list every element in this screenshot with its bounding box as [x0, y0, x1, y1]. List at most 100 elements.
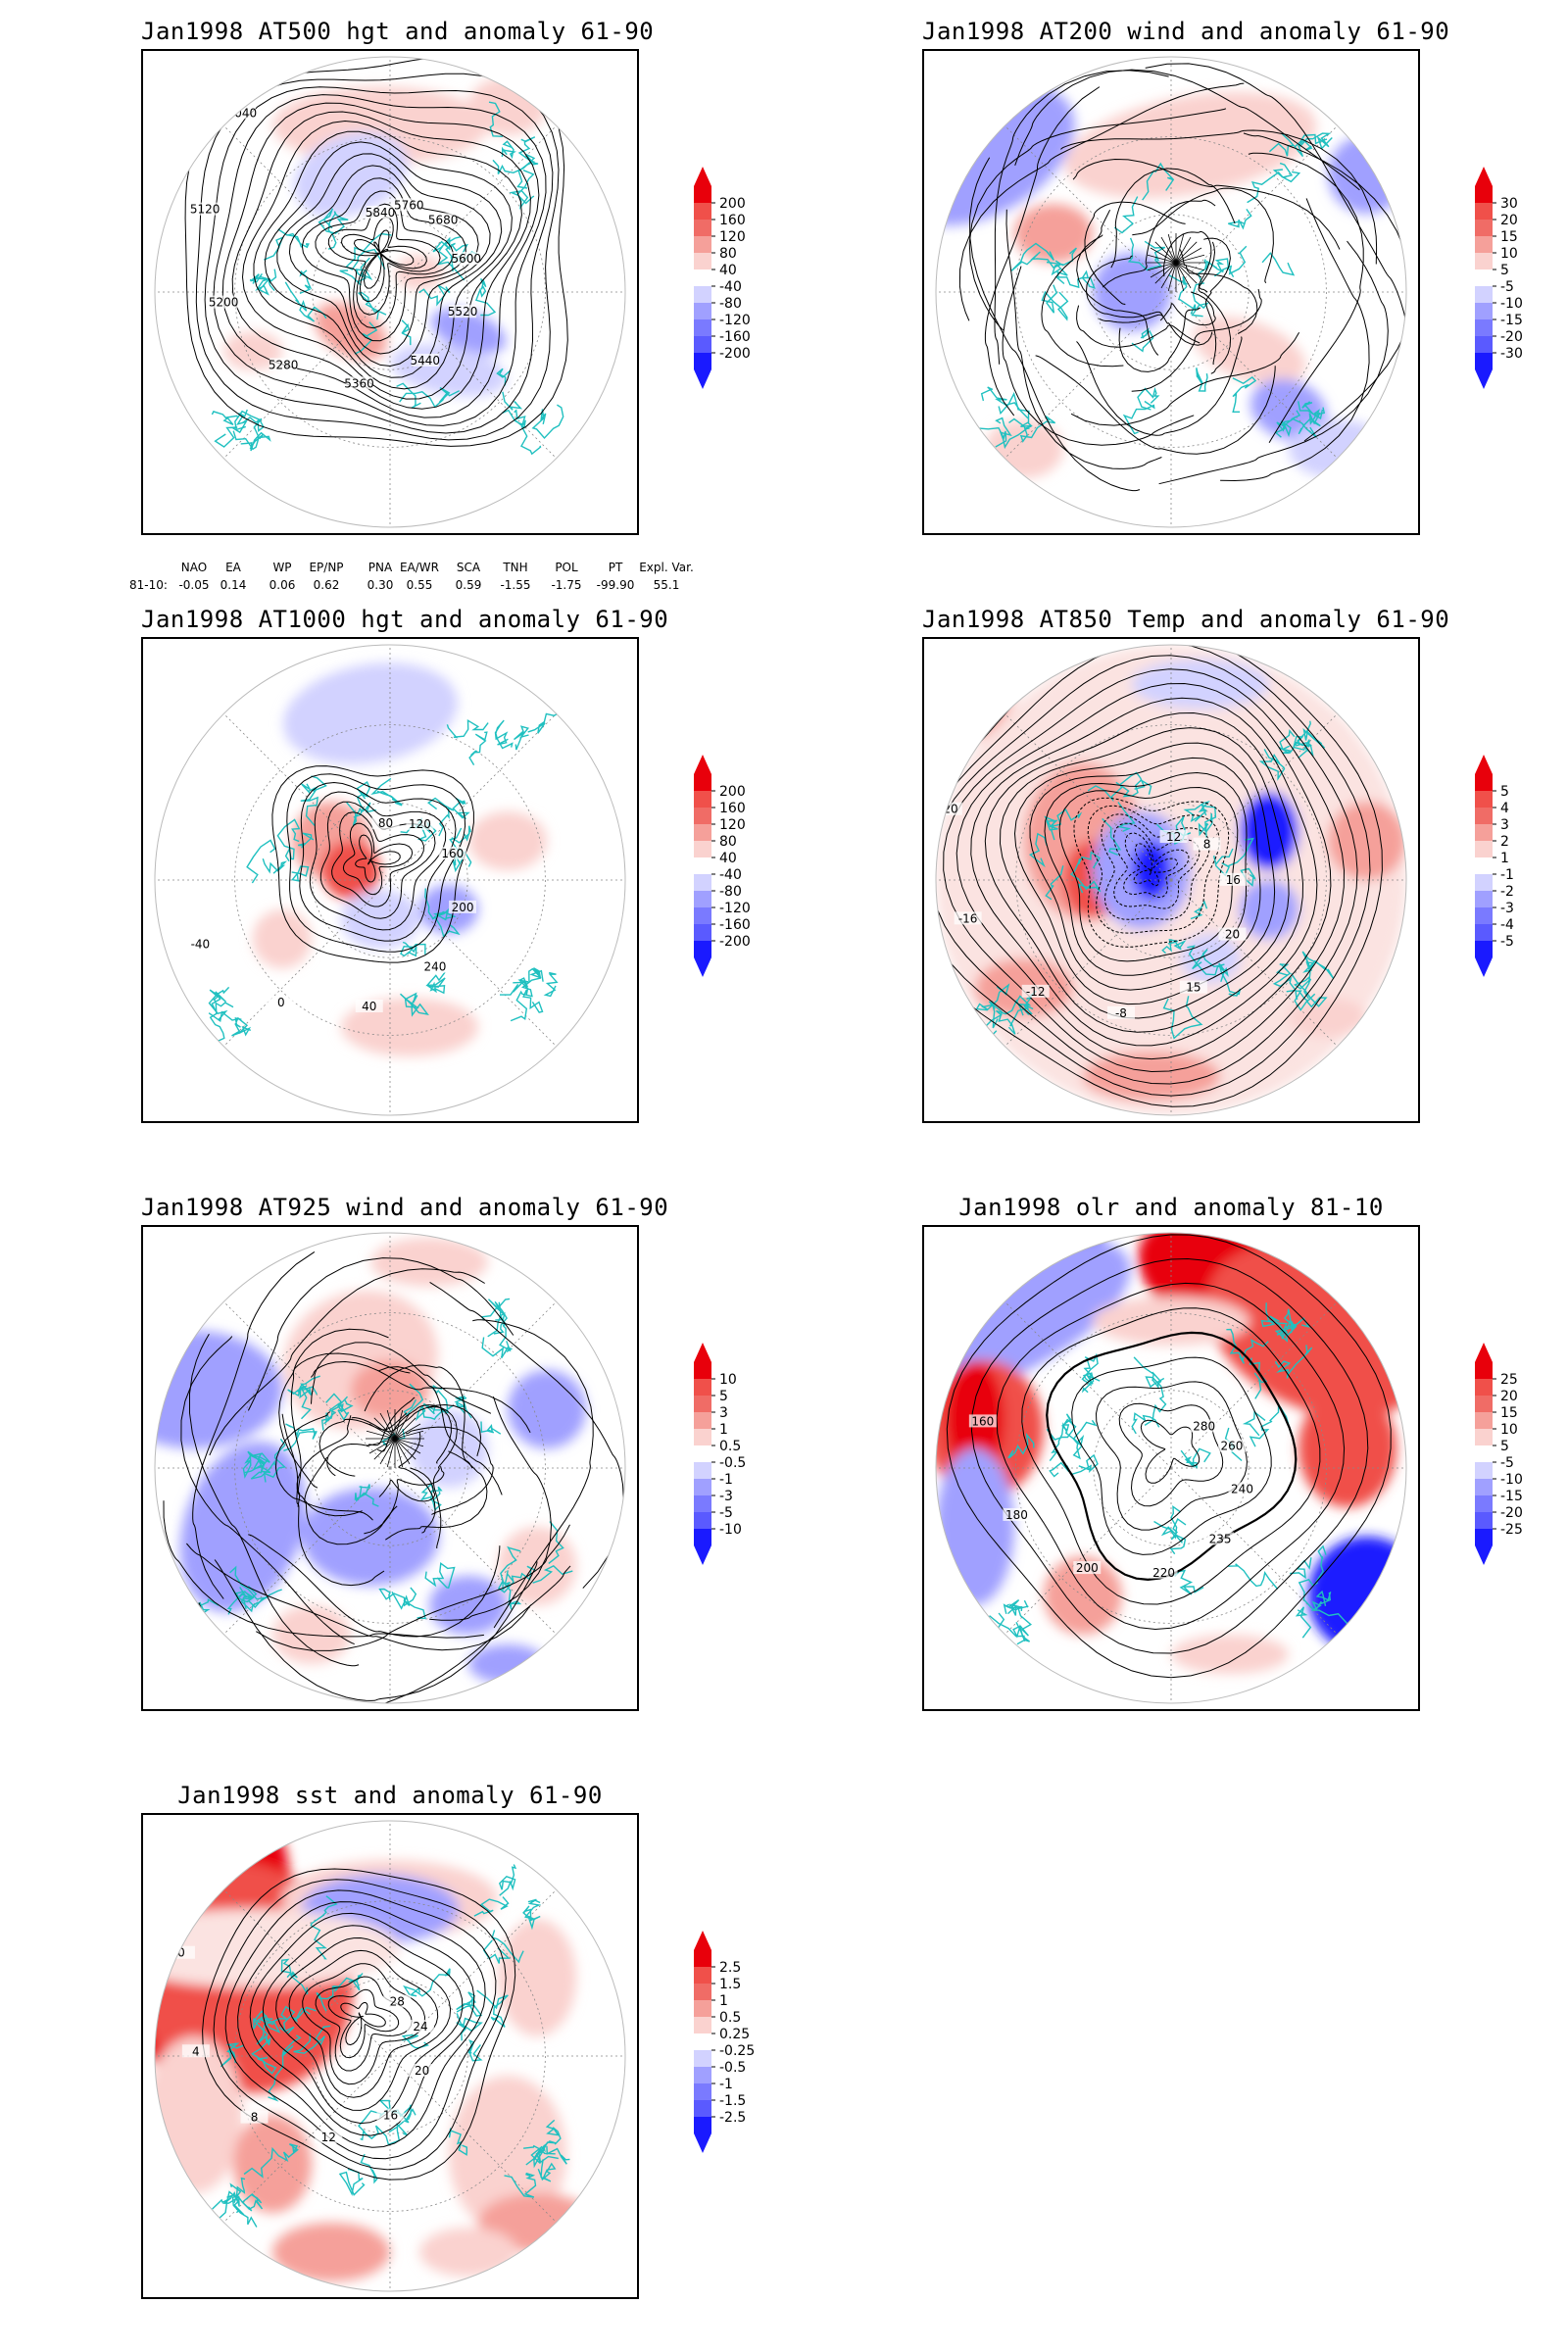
- colorbar-label: 40: [719, 263, 737, 278]
- map-frame: 80 120 160 200 240 40 0 -40: [141, 637, 639, 1123]
- colorbar-swatch: [1475, 1429, 1493, 1446]
- contour-label: 16: [383, 2109, 398, 2123]
- panel-sst: Jan1998 sst and anomaly 61-90 28 24 20 16 12…: [141, 1782, 755, 2330]
- colorbar-swatch: [1475, 924, 1493, 941]
- contour-label-bg: [1217, 1439, 1246, 1452]
- colorbar-swatch: [694, 841, 711, 858]
- colorbar-swatch: [694, 353, 711, 369]
- contour-line: [315, 1976, 413, 2072]
- contour-label: 160: [971, 1414, 994, 1428]
- colorbar-label: -25: [1500, 1522, 1523, 1538]
- colorbar-swatch: [1475, 891, 1493, 907]
- streamline: [1220, 198, 1370, 482]
- coastline: [1298, 132, 1333, 150]
- colorbar-swatch: [694, 1512, 711, 1529]
- anomaly-region: [430, 308, 507, 355]
- colorbar-label: 1: [719, 1993, 728, 2009]
- anomaly-region: [233, 2115, 312, 2213]
- coastline: [480, 1298, 506, 1321]
- contour-line: [253, 130, 513, 390]
- colorbar-swatch: [1475, 874, 1493, 891]
- latitude-circle: [234, 1900, 546, 2212]
- contour-line: [315, 190, 454, 329]
- coastline: [211, 411, 239, 426]
- coastline: [290, 2006, 317, 2023]
- contour-label: 280: [1193, 1419, 1215, 1433]
- coastline: [1144, 1376, 1167, 1426]
- streamline: [1084, 201, 1186, 306]
- colorbar-label: -200: [719, 346, 751, 362]
- colorbar-label: -160: [719, 917, 751, 933]
- coastline: [537, 2159, 557, 2182]
- latitude-circle: [234, 1312, 546, 1624]
- streamline: [364, 1466, 445, 1535]
- colorbar-swatch: [1475, 303, 1493, 319]
- colorbar-swatch: [1475, 319, 1493, 336]
- coastline: [360, 2153, 378, 2184]
- streamline: [1175, 236, 1192, 264]
- contour-line: [342, 822, 414, 896]
- streamline: [429, 1396, 553, 1621]
- contour-label: 260: [1221, 1440, 1244, 1453]
- contour-line: [1058, 786, 1239, 962]
- coastline: [263, 1438, 287, 1483]
- contour-line: [936, 645, 1371, 1097]
- coastline: [1004, 1603, 1022, 1616]
- coastline: [1274, 416, 1296, 438]
- contour-line: [202, 1868, 516, 2180]
- contour-line: [331, 811, 425, 907]
- coastline: [301, 783, 318, 795]
- coastline: [513, 979, 544, 1013]
- streamline: [394, 1412, 411, 1440]
- coastline: [1240, 867, 1256, 887]
- map-disc: 80 120 160 200 240 40 0 -40: [155, 645, 625, 1115]
- colorbar-swatch: [694, 1967, 711, 1984]
- colorbar-label: 2: [1500, 834, 1509, 850]
- coastline: [243, 2143, 299, 2179]
- streamline: [968, 108, 1227, 331]
- contour-label: 120: [409, 817, 431, 831]
- contour-line: [956, 682, 1332, 1060]
- contour-line: [231, 111, 531, 410]
- map-frame: 5840 5760 5680 5600 5520 5440 5360 5280 5200 5120…: [141, 49, 639, 535]
- colorbar-top-arrow: [694, 167, 711, 186]
- map-frame: 28 24 20 16 12 8 4 0: [141, 1813, 639, 2299]
- coastline: [979, 426, 1007, 448]
- contour-label: -24: [986, 689, 1005, 703]
- contour-label: 240: [1231, 1482, 1253, 1495]
- coastline: [339, 257, 373, 286]
- streamline: [1175, 262, 1192, 289]
- streamline: [385, 1450, 488, 1541]
- coastline: [473, 1896, 510, 1917]
- streamline: [274, 1411, 373, 1521]
- coastline: [1301, 951, 1335, 980]
- coastline: [429, 1385, 454, 1414]
- meridian: [223, 291, 391, 459]
- colorbar-label: 5: [719, 1389, 728, 1404]
- coastline: [1203, 259, 1225, 277]
- streamline: [1076, 234, 1159, 356]
- coastline: [1261, 252, 1296, 276]
- contour-label: 5280: [269, 358, 299, 371]
- coastline: [456, 1991, 483, 2017]
- contour-label: 24: [413, 2020, 427, 2034]
- streamline: [394, 1438, 416, 1460]
- colorbar-swatch: [694, 253, 711, 270]
- coastline: [502, 409, 526, 429]
- streamline: [379, 1412, 396, 1440]
- contour-label: 80: [378, 816, 393, 830]
- streamline: [209, 1268, 485, 1456]
- colorbar-label: 80: [719, 834, 737, 850]
- colorbar-label: -0.5: [719, 2060, 746, 2076]
- contour-label-bg: [383, 1994, 412, 2008]
- contour-label-bg: [1106, 1005, 1135, 1019]
- coastline: [318, 208, 345, 234]
- teleconnection-value: 0.59: [456, 578, 482, 592]
- contour-line: [355, 834, 401, 883]
- contour-label: 5760: [394, 198, 424, 212]
- coastline: [357, 291, 387, 320]
- streamline: [1154, 262, 1177, 284]
- colorbar-swatch: [694, 1495, 711, 1512]
- colorbar-label: -3: [719, 1489, 733, 1504]
